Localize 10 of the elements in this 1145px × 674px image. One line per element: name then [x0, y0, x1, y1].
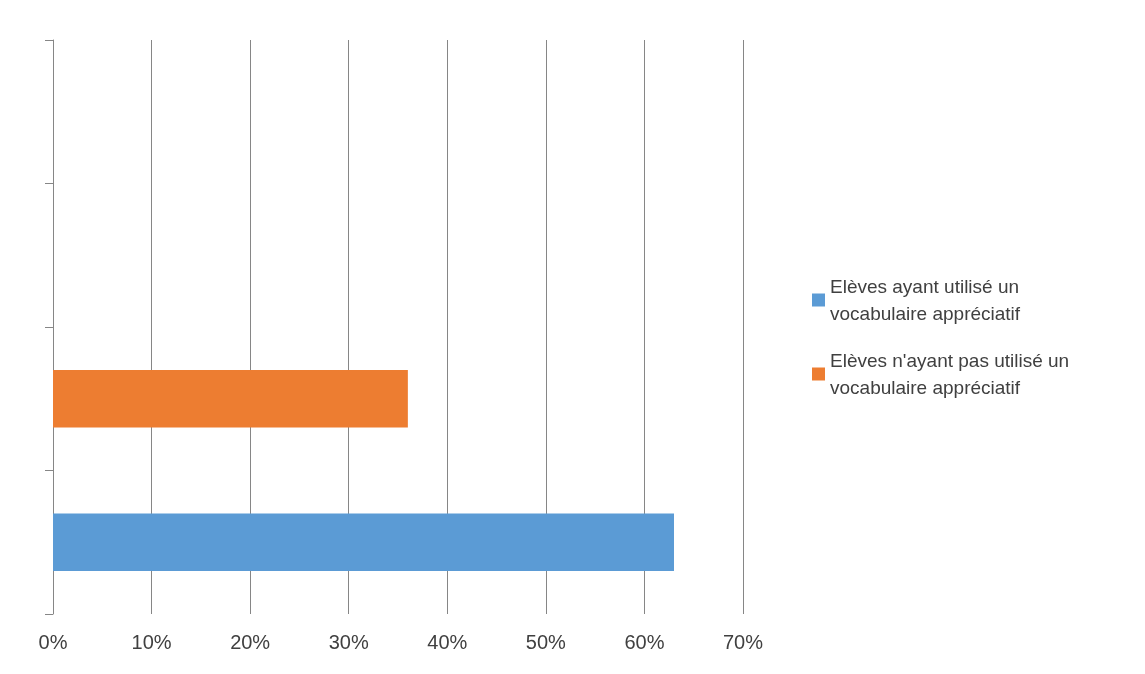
x-tick-label: 40%: [427, 631, 468, 653]
x-tick-label: 10%: [131, 631, 172, 653]
x-tick-label: 30%: [328, 631, 369, 653]
x-tick-label: 0%: [38, 631, 68, 653]
legend-label: Elèves ayant utilisé un vocabulaire appréciatif: [830, 276, 1025, 324]
x-tick-label: 70%: [722, 631, 764, 653]
legend-label: Elèves n'ayant pas utilisé un vocabulaire appréciatif: [830, 350, 1075, 398]
x-tick-label: 50%: [525, 631, 567, 653]
x-tick-label: 60%: [624, 631, 665, 653]
x-tick-label: 20%: [230, 631, 271, 653]
